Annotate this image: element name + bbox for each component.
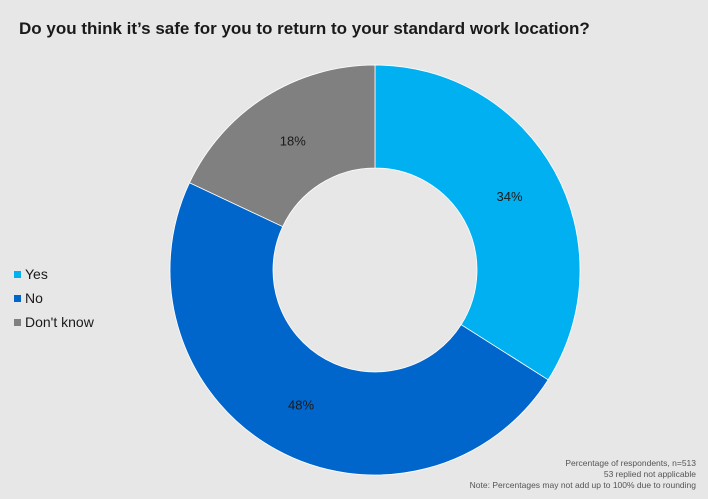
legend-label-dont-know: Don't know (25, 314, 94, 330)
data-label-no: 48% (288, 398, 314, 413)
legend: Yes No Don't know (14, 262, 94, 334)
legend-label-yes: Yes (25, 266, 48, 282)
legend-swatch-dont-know (14, 318, 21, 326)
data-label-yes: 34% (496, 189, 522, 204)
footnote-rounding: Note: Percentages may not add up to 100%… (469, 480, 696, 490)
footnote-not-applicable: 53 replied not applicable (603, 469, 696, 479)
chart-title: Do you think it’s safe for you to return… (19, 19, 590, 38)
slice-don-t-know (188, 64, 376, 228)
slice-no (169, 182, 549, 476)
footnote-sample: Percentage of respondents, n=513 (565, 458, 696, 468)
legend-swatch-yes (14, 270, 21, 278)
data-label-don-t-know: 18% (280, 133, 306, 148)
legend-item-dont-know: Don't know (14, 310, 94, 334)
legend-label-no: No (25, 290, 43, 306)
footnotes: Percentage of respondents, n=513 53 repl… (470, 458, 696, 491)
legend-swatch-no (14, 294, 21, 302)
legend-item-yes: Yes (14, 262, 94, 286)
slice-yes (374, 64, 581, 381)
legend-item-no: No (14, 286, 94, 310)
